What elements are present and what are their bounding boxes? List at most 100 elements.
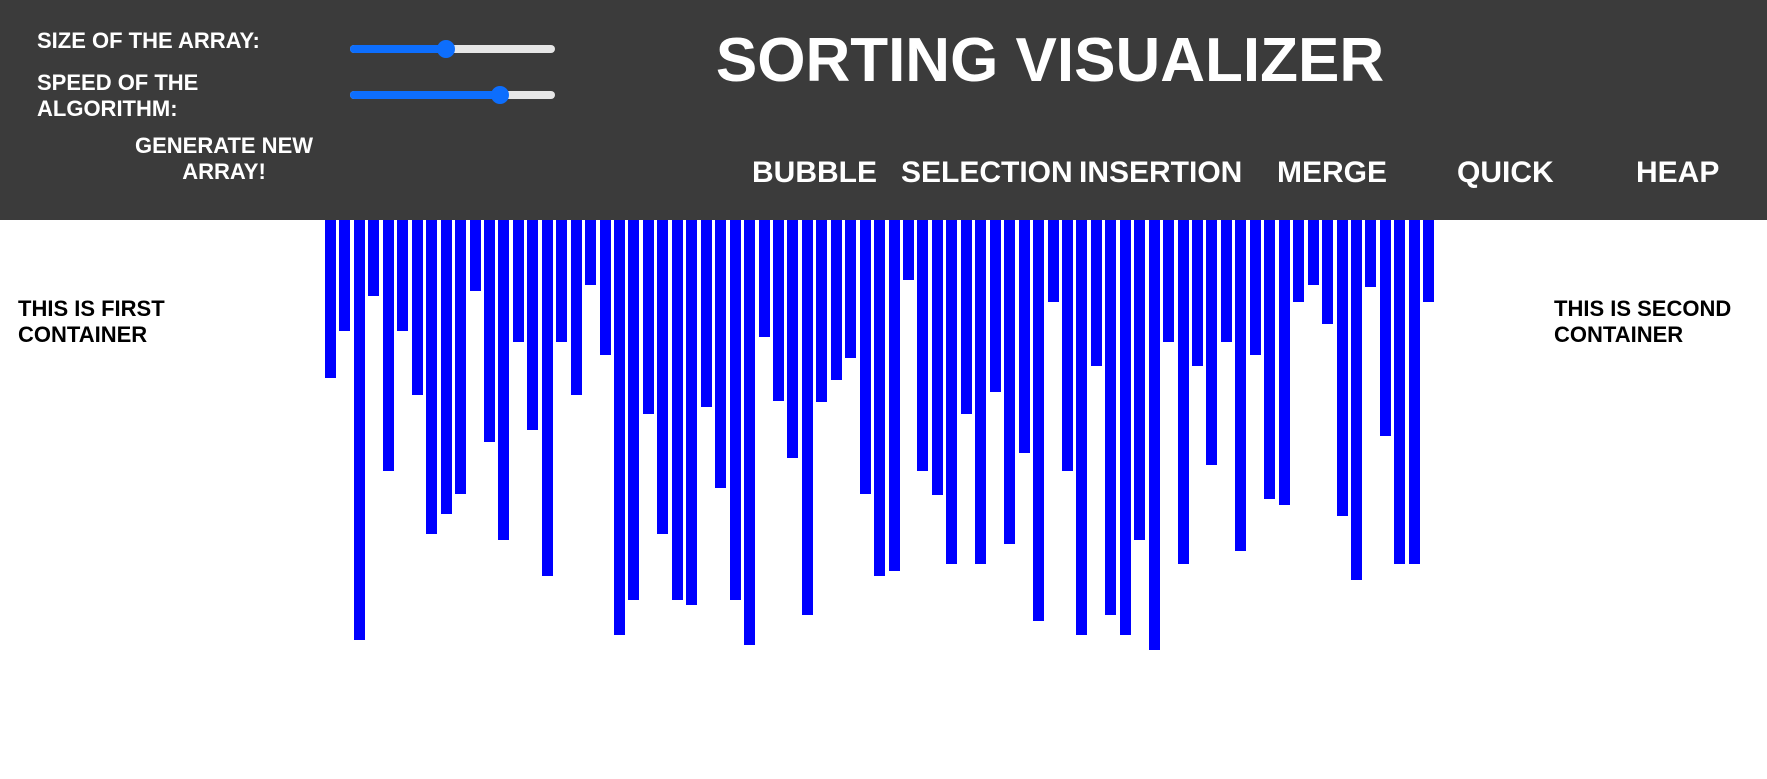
quick-sort-button[interactable]: QUICK — [1457, 156, 1554, 189]
array-bar — [1076, 220, 1088, 635]
array-bar — [642, 220, 654, 414]
array-bar — [1365, 220, 1377, 287]
algorithm-speed-slider-thumb[interactable] — [490, 86, 509, 104]
size-label: SIZE OF THE ARRAY: — [37, 28, 260, 53]
array-bar — [729, 220, 741, 600]
array-bar — [975, 220, 987, 564]
array-bar — [1119, 220, 1131, 635]
array-bar — [845, 220, 857, 358]
second-container: THIS IS SECOND CONTAINER — [1554, 296, 1731, 348]
array-bar — [397, 220, 409, 331]
array-bar — [830, 220, 842, 380]
array-bar — [1293, 220, 1305, 302]
second-container-line2: CONTAINER — [1554, 322, 1684, 347]
array-bar — [556, 220, 568, 342]
array-bar — [1408, 220, 1420, 564]
array-bar — [1394, 220, 1406, 564]
array-bar — [325, 220, 336, 378]
array-bar — [339, 220, 351, 331]
array-bar — [411, 220, 423, 395]
first-container: THIS IS FIRST CONTAINER — [18, 296, 165, 348]
array-bar — [1105, 220, 1117, 615]
array-bar — [657, 220, 669, 534]
array-bar — [1423, 220, 1435, 302]
second-container-line1: THIS IS SECOND — [1554, 296, 1732, 321]
array-bar — [1249, 220, 1261, 355]
array-bar — [1278, 220, 1290, 505]
array-bar — [570, 220, 582, 395]
array-bar — [1004, 220, 1016, 544]
insertion-sort-button[interactable]: INSERTION — [1079, 156, 1243, 189]
page-title: SORTING VISUALIZER — [715, 26, 1385, 95]
array-bar — [700, 220, 712, 407]
array-bar — [1090, 220, 1102, 366]
array-bar — [1350, 220, 1362, 580]
first-container-line1: THIS IS FIRST — [18, 296, 165, 321]
array-bar — [1134, 220, 1146, 540]
generate-label-line1: GENERATE NEW — [134, 133, 314, 158]
array-bar — [671, 220, 683, 600]
array-bar — [1220, 220, 1232, 342]
header-bar: SIZE OF THE ARRAY: SPEED OF THE ALGORITH… — [0, 0, 1767, 220]
array-bar — [816, 220, 828, 402]
array-bar — [859, 220, 871, 494]
array-bar — [455, 220, 467, 494]
array-bar — [946, 220, 958, 564]
algorithm-speed-slider-fill — [350, 91, 500, 99]
selection-sort-button[interactable]: SELECTION — [901, 156, 1073, 189]
array-bar — [483, 220, 495, 442]
array-bar — [1018, 220, 1030, 453]
array-bar — [1033, 220, 1045, 621]
array-bar — [469, 220, 481, 291]
array-bar — [1307, 220, 1319, 285]
array-bar — [599, 220, 611, 355]
generate-new-array-button[interactable]: GENERATE NEW ARRAY! — [118, 133, 330, 185]
array-bar — [1206, 220, 1218, 465]
merge-sort-button[interactable]: MERGE — [1277, 156, 1388, 189]
array-bar — [1148, 220, 1160, 650]
bubble-sort-button[interactable]: BUBBLE — [752, 156, 877, 189]
array-bar — [1192, 220, 1203, 366]
array-bar — [801, 220, 813, 615]
array-bar — [888, 220, 900, 571]
array-bar — [1336, 220, 1348, 516]
array-bar — [686, 220, 698, 605]
array-bar — [614, 220, 625, 635]
array-bar — [426, 220, 438, 534]
algorithm-speed-slider[interactable] — [350, 86, 555, 104]
array-size-slider-fill — [350, 45, 447, 53]
speed-label-line1: SPEED OF THE — [37, 70, 199, 95]
array-bar — [1177, 220, 1189, 564]
array-bar — [744, 220, 756, 645]
array-bar — [628, 220, 640, 600]
array-bar — [1322, 220, 1334, 324]
array-bar — [368, 220, 380, 296]
array-bar — [353, 220, 365, 640]
array-bar — [512, 220, 524, 342]
speed-label-line2: ALGORITHM: — [37, 96, 178, 121]
array-bar — [787, 220, 799, 458]
array-bar — [715, 220, 727, 488]
array-bar — [874, 220, 886, 576]
speed-label: SPEED OF THE ALGORITHM: — [37, 70, 198, 122]
array-bar — [440, 220, 452, 514]
array-bars-container — [325, 220, 1475, 670]
array-bar — [541, 220, 553, 576]
heap-sort-button[interactable]: HEAP — [1636, 156, 1720, 189]
array-bar — [498, 220, 510, 540]
array-bar — [1061, 220, 1073, 471]
array-bar — [931, 220, 943, 495]
array-bar — [903, 220, 914, 280]
array-bar — [758, 220, 770, 337]
array-bar — [527, 220, 539, 430]
generate-label-line2: ARRAY! — [182, 159, 266, 184]
array-bar — [989, 220, 1001, 392]
first-container-line2: CONTAINER — [18, 322, 148, 347]
array-size-slider[interactable] — [350, 40, 555, 58]
array-bar — [382, 220, 394, 471]
array-size-slider-thumb[interactable] — [437, 40, 456, 58]
array-bar — [585, 220, 597, 285]
array-bar — [1163, 220, 1175, 342]
array-bar — [1235, 220, 1247, 551]
array-bar — [960, 220, 972, 414]
